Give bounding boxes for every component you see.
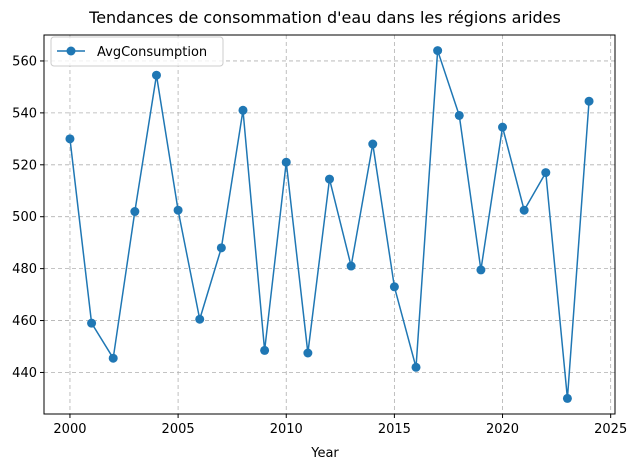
data-point	[541, 168, 551, 178]
y-tick-label: 520	[12, 158, 37, 173]
y-tick-label: 480	[12, 262, 37, 277]
x-tick-label: 2025	[594, 422, 627, 437]
data-point	[519, 205, 529, 215]
x-tick-label: 2010	[270, 422, 303, 437]
legend: AvgConsumption	[50, 36, 224, 67]
chart-title: Tendances de consommation d'eau dans les…	[88, 8, 561, 27]
series-layer	[65, 46, 594, 403]
y-tick-label: 460	[12, 314, 37, 329]
axes: 2000 2005 2010 2015 2020 2025 440 460 480 500 520 5…	[12, 54, 627, 437]
data-point	[476, 265, 486, 275]
data-point	[216, 243, 226, 253]
plot-frame	[43, 34, 616, 415]
x-tick-label: 2015	[378, 422, 411, 437]
data-point	[151, 70, 161, 80]
data-point	[130, 207, 140, 217]
x-tick-label: 2020	[486, 422, 519, 437]
data-point	[433, 46, 443, 56]
data-point	[346, 261, 356, 271]
legend-box	[50, 36, 224, 67]
data-point	[389, 282, 399, 292]
y-tick-label: 500	[12, 210, 37, 225]
data-point	[260, 345, 270, 355]
data-point	[368, 139, 378, 149]
x-axis-label: Year	[310, 446, 339, 461]
data-point	[238, 105, 248, 115]
x-tick-label: 2000	[53, 422, 86, 437]
data-point	[87, 318, 97, 328]
x-tick-label: 2005	[162, 422, 195, 437]
grid-lines	[44, 35, 615, 414]
y-tick-label: 440	[12, 366, 37, 381]
data-point	[195, 314, 205, 324]
data-point	[173, 205, 183, 215]
legend-marker-swatch	[66, 46, 76, 56]
y-tick-label: 540	[12, 106, 37, 121]
legend-label: AvgConsumption	[97, 45, 207, 60]
data-point	[498, 122, 508, 132]
data-point	[454, 110, 464, 120]
data-point	[411, 362, 421, 372]
data-point	[584, 96, 594, 106]
data-point	[325, 174, 334, 184]
data-point	[65, 134, 75, 144]
data-point	[108, 353, 118, 363]
data-point	[281, 157, 291, 167]
data-point	[303, 348, 313, 358]
y-tick-label: 560	[12, 54, 37, 69]
data-point	[562, 393, 572, 403]
